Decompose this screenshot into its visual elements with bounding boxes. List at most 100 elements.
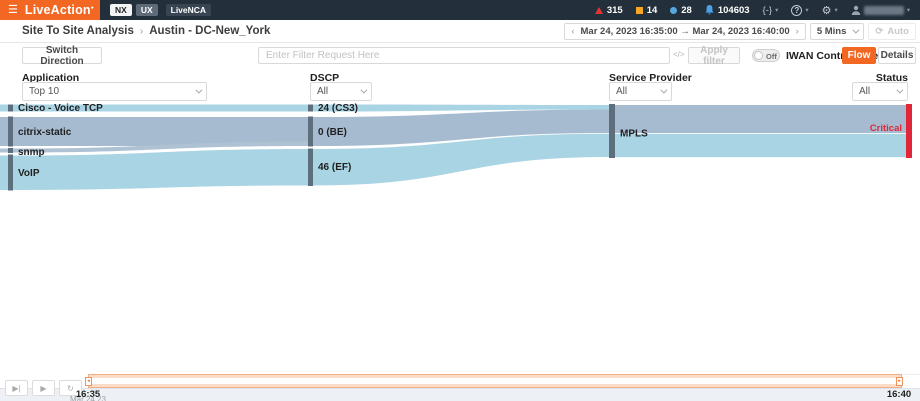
service-provider-filter-select[interactable]: All	[609, 82, 672, 101]
label-citrix-static: citrix-static	[18, 127, 72, 138]
node-citrix-static[interactable]	[8, 116, 13, 147]
settings-menu[interactable]: ⚙ ▾	[822, 4, 838, 17]
flow-stub	[0, 104, 8, 112]
label-dscp-46-ef: 46 (EF)	[318, 162, 351, 173]
flow-ef-to-mpls[interactable]	[313, 133, 609, 186]
time-controls: ‹ Mar 24, 2023 16:35:00 → Mar 24, 2023 1…	[564, 22, 916, 40]
warning-alerts-counter[interactable]: 14	[635, 5, 657, 16]
braces-icon: {-}	[762, 4, 773, 16]
timeline-left-handle[interactable]: ◂	[85, 377, 92, 386]
chevron-down-icon: ▾	[775, 7, 779, 14]
notifications-count: 104603	[717, 4, 750, 16]
tab-livenca[interactable]: LiveNCA	[165, 4, 212, 16]
filter-request-input[interactable]	[258, 47, 670, 64]
help-icon: ?	[791, 4, 803, 16]
bell-icon	[705, 5, 714, 15]
flow-cisco-voice-to-cs3[interactable]	[13, 104, 308, 112]
dscp-filter-select[interactable]: All	[310, 82, 372, 101]
auto-refresh-button[interactable]: ⟳ Auto	[868, 22, 916, 40]
interval-select[interactable]: 5 Mins	[809, 22, 865, 40]
breadcrumb-page: Austin - DC-New_York	[149, 25, 271, 37]
label-mpls: MPLS	[620, 129, 648, 140]
toggle-off-label: Off	[766, 52, 777, 61]
node-status-critical[interactable]	[906, 104, 912, 158]
tab-ux[interactable]: UX	[135, 4, 158, 16]
flow-stub	[0, 148, 8, 153]
user-name-redacted	[863, 5, 904, 15]
gear-icon: ⚙	[821, 4, 832, 17]
breadcrumb-separator: ›	[139, 25, 144, 37]
node-dscp-0-be[interactable]	[308, 116, 313, 147]
interval-value: 5 Mins	[816, 25, 847, 37]
node-voip[interactable]	[8, 154, 13, 191]
time-range-text: Mar 24, 2023 16:35:00 → Mar 24, 2023 16:…	[580, 25, 790, 37]
play-button[interactable]: ▶	[32, 380, 55, 396]
top-navbar: ☰ LiveAction● NX UX LiveNCA 315 14 28 1	[0, 0, 920, 20]
mpls-band-upper[interactable]	[615, 105, 906, 133]
user-icon	[851, 5, 860, 15]
chevron-down-icon	[896, 86, 904, 94]
label-voip: VoIP	[18, 168, 40, 179]
timeline-end-time: 16:40	[886, 389, 912, 400]
label-cisco-voice-tcp: Cisco - Voice TCP	[18, 103, 103, 114]
flow-stub	[0, 117, 8, 146]
dscp-filter-label: DSCP	[310, 72, 340, 84]
flow-stub	[0, 155, 8, 190]
step-forward-button[interactable]: ▶|	[5, 380, 28, 396]
help-menu[interactable]: ? ▾	[791, 4, 809, 16]
chevron-down-icon	[660, 86, 668, 94]
filter-expression-icon[interactable]: </>	[673, 50, 685, 59]
replay-button[interactable]: ↻	[59, 380, 82, 396]
info-dot-icon	[670, 6, 678, 14]
label-snmp: snmp	[18, 147, 45, 158]
critical-triangle-icon	[594, 6, 603, 14]
time-range-picker[interactable]: ‹ Mar 24, 2023 16:35:00 → Mar 24, 2023 1…	[564, 22, 806, 40]
label-dscp-24-cs3: 24 (CS3)	[318, 103, 358, 114]
dscp-filter-value: All	[317, 86, 329, 97]
chevron-down-icon	[195, 86, 203, 94]
chevron-down-icon	[360, 86, 368, 94]
chevron-down-icon: ▾	[834, 7, 838, 14]
flow-view-button[interactable]: Flow	[842, 47, 876, 64]
application-filter-value: Top 10	[29, 86, 60, 97]
node-mpls[interactable]	[609, 104, 615, 158]
info-alerts-counter[interactable]: 28	[670, 5, 692, 16]
hamburger-menu-icon[interactable]: ☰	[8, 3, 18, 16]
navbar-right: 315 14 28 104603 {-} ▾ ? ▾	[594, 4, 920, 17]
user-menu[interactable]: ▾	[851, 5, 910, 15]
flow-voip-to-ef[interactable]	[13, 149, 308, 190]
breadcrumb-section[interactable]: Site To Site Analysis	[22, 25, 134, 37]
details-view-button[interactable]: Details	[878, 47, 916, 64]
mpls-band-lower[interactable]	[615, 133, 906, 158]
service-provider-filter-value: All	[616, 86, 628, 97]
prev-interval-icon[interactable]: ‹	[571, 25, 575, 37]
timeline-selected-range[interactable]	[88, 374, 902, 388]
status-filter-value: All	[859, 86, 871, 97]
brand-logo[interactable]: LiveAction●	[24, 3, 95, 17]
status-filter-select[interactable]: All	[852, 82, 908, 101]
apply-filter-button[interactable]: Apply filter	[688, 45, 740, 67]
node-dscp-24-cs3[interactable]	[308, 104, 313, 112]
flow-cs3-to-mpls[interactable]	[313, 104, 609, 112]
chevron-down-icon: ▾	[805, 7, 809, 14]
flow-be-to-mpls[interactable]	[313, 109, 609, 147]
info-alerts-count: 28	[681, 4, 692, 16]
timeline-start-date: Mar 24,23	[69, 395, 107, 401]
site-to-site-sankey-chart[interactable]: Cisco - Voice TCP citrix-static snmp VoI…	[0, 95, 920, 205]
timeline-right-handle[interactable]: ▸	[896, 377, 903, 386]
next-interval-icon[interactable]: ›	[795, 25, 799, 37]
filter-toolbar: Switch Direction </> Apply filter Off IW…	[0, 43, 920, 68]
node-snmp[interactable]	[8, 148, 13, 153]
application-filter-select[interactable]: Top 10	[22, 82, 207, 101]
flow-snmp-to-be[interactable]	[13, 141, 308, 153]
label-dscp-0-be: 0 (BE)	[318, 127, 347, 138]
flow-citrix-to-be[interactable]	[13, 117, 308, 146]
tab-nx[interactable]: NX	[110, 4, 132, 16]
variables-menu[interactable]: {-} ▾	[763, 5, 779, 16]
node-dscp-46-ef[interactable]	[308, 148, 313, 187]
iwan-control-filter-toggle[interactable]: Off	[752, 49, 780, 62]
switch-direction-button[interactable]: Switch Direction	[22, 45, 102, 67]
critical-alerts-counter[interactable]: 315	[594, 5, 623, 16]
notifications-counter[interactable]: 104603	[705, 5, 750, 16]
node-cisco-voice-tcp[interactable]	[8, 104, 13, 112]
